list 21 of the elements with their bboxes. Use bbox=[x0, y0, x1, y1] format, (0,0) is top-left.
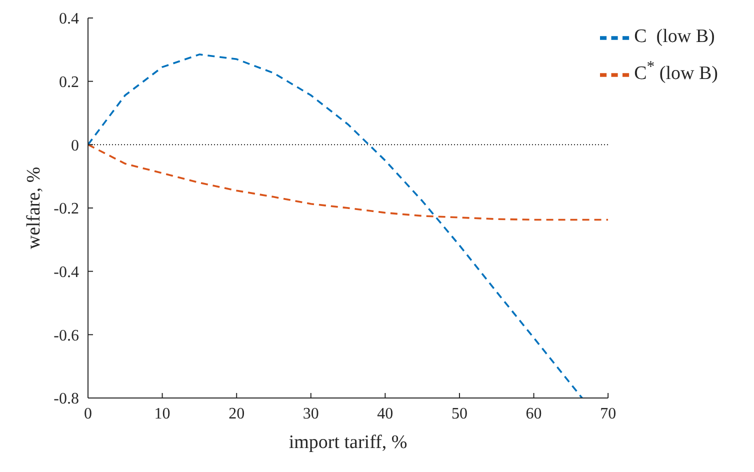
x-tick-label: 0 bbox=[84, 405, 92, 422]
x-tick-label: 60 bbox=[526, 405, 542, 422]
legend-label: C (low B) bbox=[634, 26, 715, 47]
y-tick-label: -0.2 bbox=[54, 200, 79, 218]
y-tick-label: 0.4 bbox=[59, 10, 79, 28]
x-tick-label: 20 bbox=[228, 405, 245, 422]
y-tick-label: 0.2 bbox=[59, 74, 79, 92]
line-series bbox=[88, 144, 608, 221]
y-tick-label: -0.4 bbox=[54, 264, 79, 282]
x-tick-label: 10 bbox=[154, 405, 170, 422]
line-series bbox=[88, 54, 583, 398]
x-tick-label: 70 bbox=[600, 405, 616, 422]
x-axis-title: import tariff, % bbox=[288, 432, 408, 453]
legend-label: C$^{*}$ (low B) bbox=[634, 58, 718, 84]
y-axis-title: welfare, % bbox=[24, 166, 45, 250]
x-tick-label: 40 bbox=[377, 405, 394, 422]
y-tick-label: 0 bbox=[71, 137, 79, 154]
y-tick-label: -0.6 bbox=[54, 327, 79, 344]
x-tick-label: 50 bbox=[451, 405, 468, 422]
x-tick-label: 30 bbox=[302, 405, 319, 422]
y-tick-label: -0.8 bbox=[54, 390, 79, 408]
